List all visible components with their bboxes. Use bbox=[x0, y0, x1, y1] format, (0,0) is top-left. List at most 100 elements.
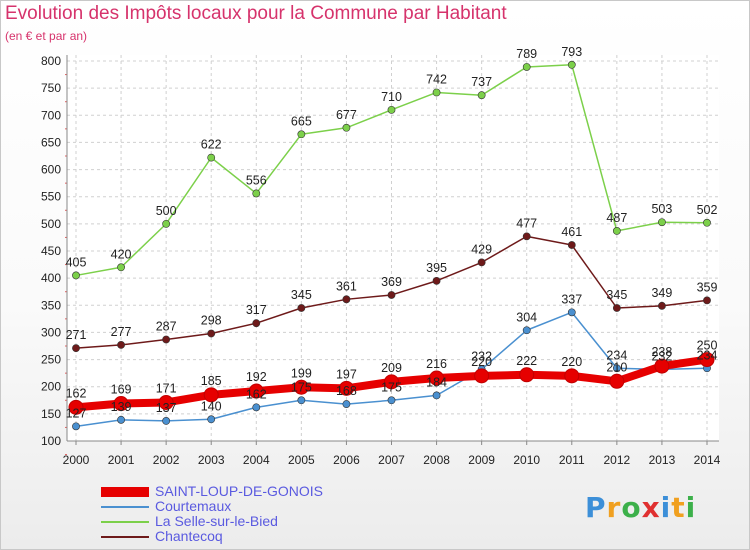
data-point-0 bbox=[68, 399, 84, 415]
x-tick-label: 2008 bbox=[423, 453, 450, 467]
legend-swatch bbox=[101, 521, 149, 523]
data-point-0 bbox=[113, 396, 129, 412]
chart-subtitle: (en € et par an) bbox=[5, 29, 88, 43]
data-label-1: 140 bbox=[201, 399, 222, 413]
data-point-3 bbox=[72, 344, 80, 353]
data-point-3 bbox=[162, 335, 171, 344]
y-tick-label: 150 bbox=[41, 407, 61, 421]
legend-label: Chantecoq bbox=[155, 528, 223, 544]
data-label-2: 789 bbox=[516, 47, 537, 61]
y-tick-label: 300 bbox=[41, 325, 61, 339]
data-point-2 bbox=[297, 130, 306, 139]
data-label-3: 477 bbox=[516, 216, 537, 230]
x-tick-label: 2002 bbox=[153, 453, 180, 467]
data-point-1 bbox=[567, 308, 576, 317]
data-label-3: 359 bbox=[697, 280, 718, 294]
logo-letter: t bbox=[671, 491, 686, 524]
data-label-0: 220 bbox=[561, 355, 582, 369]
y-tick-label: 550 bbox=[41, 190, 61, 204]
logo-letter: i bbox=[660, 491, 672, 524]
data-label-1: 137 bbox=[156, 401, 177, 415]
data-point-1 bbox=[297, 396, 306, 405]
x-tick-label: 2004 bbox=[243, 453, 270, 467]
data-point-0 bbox=[338, 380, 354, 396]
data-point-2 bbox=[72, 271, 80, 280]
data-point-1 bbox=[522, 326, 531, 335]
data-point-0 bbox=[654, 358, 670, 374]
data-label-3: 287 bbox=[156, 319, 177, 333]
data-label-1: 127 bbox=[66, 406, 87, 420]
data-point-2 bbox=[207, 153, 216, 162]
data-point-0 bbox=[699, 352, 715, 368]
legend-label: Courtemaux bbox=[155, 498, 232, 514]
data-label-3: 369 bbox=[381, 275, 402, 289]
data-label-3: 349 bbox=[651, 286, 672, 300]
legend-label: SAINT-LOUP-DE-GONOIS bbox=[155, 483, 324, 499]
legend-label: La Selle-sur-le-Bied bbox=[155, 513, 278, 529]
data-point-3 bbox=[297, 304, 306, 312]
logo-letter: o bbox=[621, 491, 642, 524]
data-label-3: 277 bbox=[111, 325, 132, 339]
data-point-1 bbox=[252, 403, 261, 412]
data-label-1: 232 bbox=[471, 349, 492, 363]
data-label-2: 556 bbox=[246, 173, 267, 187]
data-point-1 bbox=[162, 417, 171, 425]
x-tick-label: 2011 bbox=[559, 453, 585, 467]
data-point-0 bbox=[293, 379, 309, 395]
data-label-0: 222 bbox=[516, 354, 537, 368]
data-label-0: 192 bbox=[246, 370, 267, 384]
data-point-2 bbox=[117, 263, 125, 272]
x-tick-label: 2003 bbox=[198, 453, 225, 467]
x-tick-label: 2013 bbox=[649, 453, 676, 467]
y-tick-label: 350 bbox=[41, 298, 61, 312]
data-point-0 bbox=[203, 387, 219, 403]
data-label-2: 500 bbox=[156, 204, 177, 218]
data-point-0 bbox=[564, 368, 580, 384]
y-tick-label: 400 bbox=[41, 271, 61, 285]
data-label-0: 185 bbox=[201, 374, 222, 388]
logo-letter: P bbox=[585, 491, 607, 524]
data-label-1: 175 bbox=[291, 380, 312, 394]
data-label-2: 742 bbox=[426, 72, 447, 86]
data-label-2: 420 bbox=[111, 247, 132, 261]
logo-letter: i bbox=[685, 491, 697, 524]
y-tick-label: 700 bbox=[41, 108, 61, 122]
data-point-3 bbox=[567, 241, 576, 249]
line-chart: 100 150 200 250 300 350 400 450 500 550 600 650 700 7… bbox=[41, 45, 721, 467]
y-tick-label: 800 bbox=[41, 54, 61, 68]
data-point-2 bbox=[252, 189, 261, 198]
data-point-1 bbox=[207, 415, 216, 424]
data-point-3 bbox=[658, 301, 666, 310]
data-point-3 bbox=[432, 276, 441, 285]
data-label-3: 317 bbox=[246, 303, 267, 317]
data-label-0: 197 bbox=[336, 367, 357, 381]
data-label-2: 665 bbox=[291, 114, 312, 128]
legend-swatch bbox=[101, 506, 149, 508]
data-point-1 bbox=[387, 396, 396, 405]
data-point-2 bbox=[477, 91, 486, 100]
data-point-3 bbox=[207, 329, 216, 338]
data-point-0 bbox=[384, 374, 399, 390]
data-label-2: 737 bbox=[471, 75, 492, 89]
data-label-3: 361 bbox=[336, 279, 357, 293]
data-label-0: 162 bbox=[66, 386, 87, 400]
chart-title: Evolution des Impôts locaux pour la Comm… bbox=[5, 3, 507, 24]
y-tick-label: 100 bbox=[41, 434, 61, 448]
data-label-2: 793 bbox=[561, 45, 582, 59]
data-point-2 bbox=[567, 60, 576, 69]
y-tick-label: 500 bbox=[41, 217, 61, 231]
y-tick-label: 750 bbox=[41, 81, 61, 95]
x-tick-label: 2014 bbox=[694, 453, 721, 467]
data-label-0: 250 bbox=[697, 339, 718, 353]
x-tick-label: 2001 bbox=[108, 453, 135, 467]
y-tick-label: 450 bbox=[41, 244, 61, 258]
data-label-0: 169 bbox=[111, 383, 132, 397]
legend-swatch bbox=[101, 487, 149, 497]
data-point-3 bbox=[252, 319, 261, 328]
x-tick-label: 2005 bbox=[288, 453, 315, 467]
data-point-2 bbox=[162, 219, 171, 228]
data-label-0: 216 bbox=[426, 357, 447, 371]
data-point-0 bbox=[248, 383, 264, 399]
data-label-3: 429 bbox=[471, 242, 492, 256]
